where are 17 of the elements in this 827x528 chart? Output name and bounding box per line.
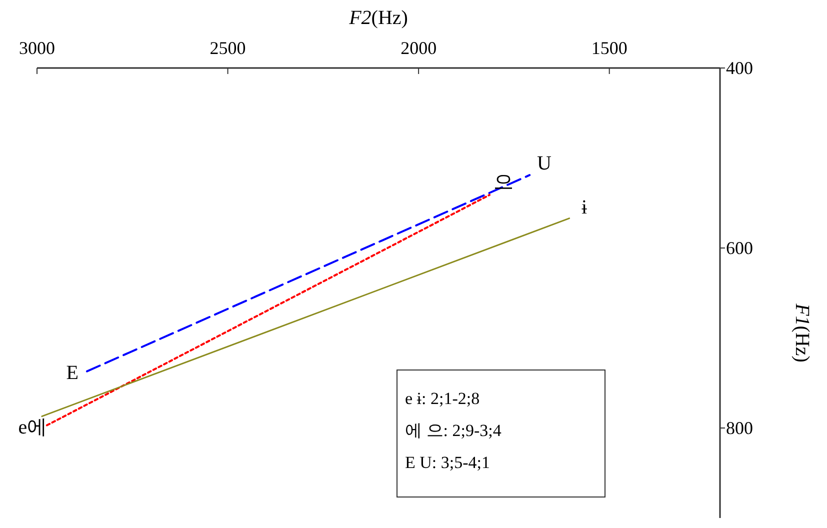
annotation: e ɨ: 2;1-2;8 [405,389,480,408]
annotation: 에 으: 2;9-3;4 [405,421,502,440]
x-tick-label: 2000 [400,38,437,58]
x-tick-label: 3000 [19,38,55,58]
annotation: E [66,362,78,384]
annotation: 으 [494,172,514,194]
y-axis-title: F1(Hz) [791,302,813,362]
x-tick-label: 2500 [210,38,246,58]
y-tick-label: 400 [726,58,753,78]
annotation: U [537,152,552,175]
annotation: e에 [18,416,48,439]
x-tick-label: 1500 [591,38,628,58]
annotation: ɨ [581,196,588,219]
y-tick-label: 600 [726,238,753,258]
annotation: E U: 3;5-4;1 [405,453,490,472]
x-axis-title: F2(Hz) [348,7,408,29]
y-tick-label: 800 [726,418,753,438]
